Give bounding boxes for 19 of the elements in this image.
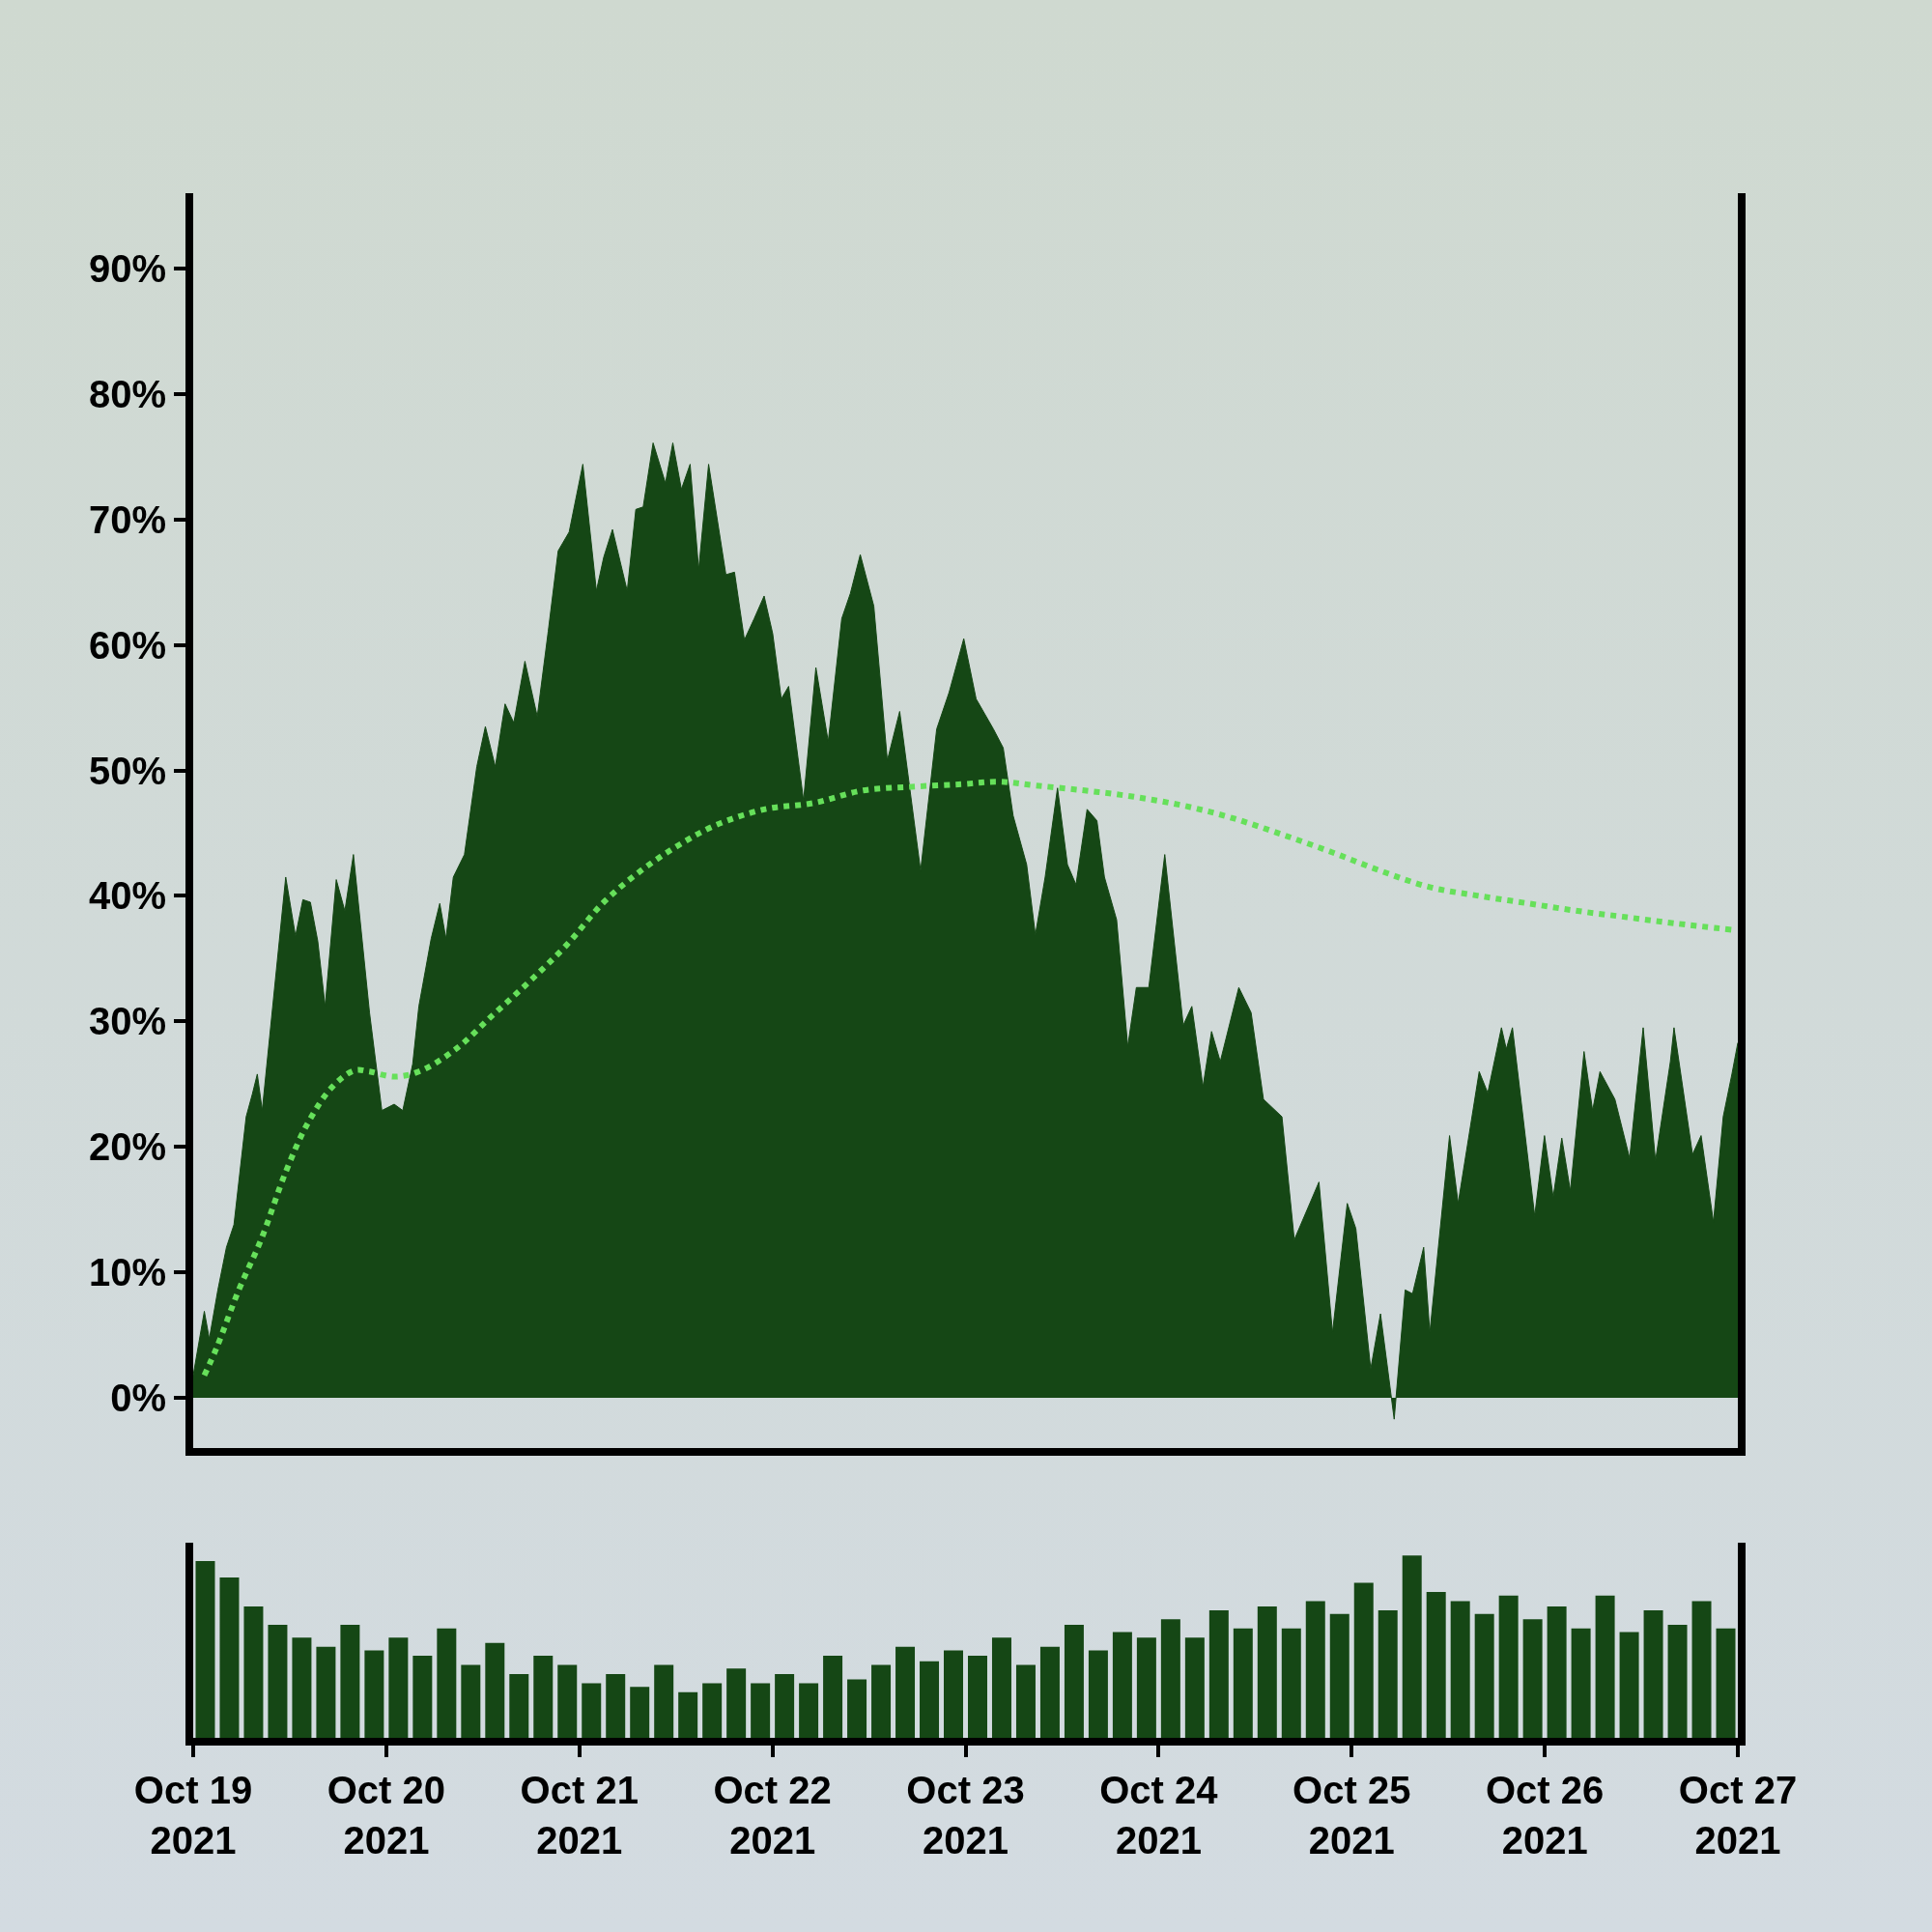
y-tick-label: 80%: [88, 372, 166, 415]
x-tick-label: Oct 23 2021: [906, 1769, 1025, 1861]
x-tick-label: Oct 21 2021: [520, 1769, 639, 1861]
x-tick-label: Oct 27 2021: [1678, 1769, 1798, 1861]
x-tick-label: Oct 26 2021: [1485, 1769, 1605, 1861]
x-tick-label: Oct 24 2021: [1099, 1769, 1219, 1861]
y-tick-label: 10%: [88, 1251, 166, 1294]
y-tick-label: 0%: [110, 1377, 166, 1420]
x-tick-label: Oct 19 2021: [133, 1769, 253, 1861]
y-tick-label: 20%: [88, 1125, 166, 1169]
y-tick-label: 70%: [88, 497, 166, 541]
y-tick-label: 30%: [88, 1000, 166, 1043]
y-tick-label: 50%: [88, 749, 166, 792]
x-tick-label: Oct 25 2021: [1293, 1769, 1411, 1861]
y-tick-label: 90%: [88, 246, 166, 290]
y-tick-label: 40%: [88, 874, 166, 918]
x-tick-label: Oct 22 2021: [713, 1769, 832, 1861]
y-tick-label: 60%: [88, 623, 166, 667]
x-tick-label: Oct 20 2021: [327, 1769, 446, 1861]
